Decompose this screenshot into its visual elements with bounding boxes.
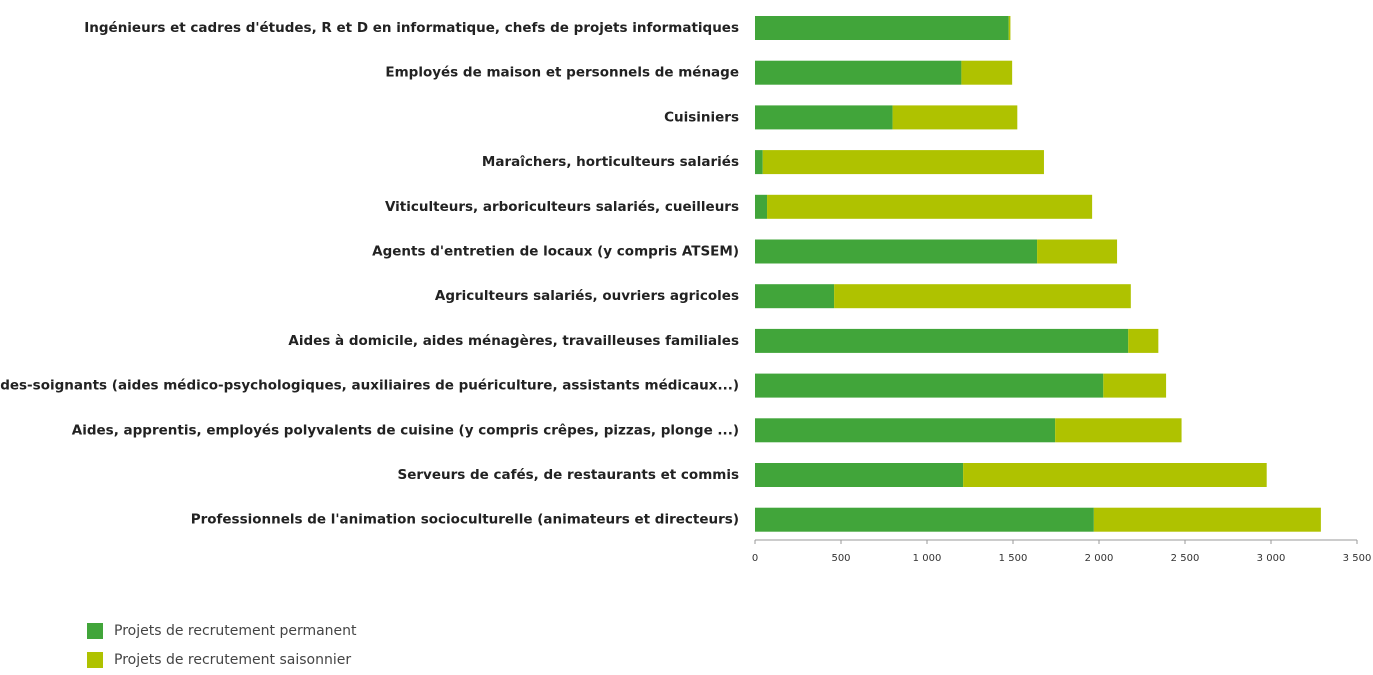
x-tick-label: 3 000: [1257, 553, 1286, 564]
category-label: Professionnels de l'animation sociocultu…: [191, 512, 739, 528]
x-tick-label: 0: [752, 553, 758, 564]
x-tick-label: 1 000: [913, 553, 942, 564]
bar-segment: [755, 239, 1038, 264]
bar-segment: [755, 284, 835, 309]
bar-segment: [1008, 16, 1011, 40]
legend-swatch: [87, 652, 103, 668]
legend-label: Projets de recrutement permanent: [114, 623, 357, 639]
x-tick-label: 3 500: [1343, 553, 1372, 564]
bar-segment: [755, 194, 768, 219]
category-label: Agents d'entretien de locaux (y compris …: [372, 244, 739, 260]
bar-segment: [1103, 373, 1167, 398]
bar-segment: [755, 328, 1129, 353]
bar-segment: [755, 150, 763, 175]
bar-segment: [755, 60, 962, 85]
category-label: Agriculteurs salariés, ouvriers agricole…: [435, 288, 739, 304]
bar-segment: [1128, 328, 1159, 353]
bar-segment: [755, 16, 1009, 40]
bar-segment: [755, 418, 1056, 443]
bar-segment: [755, 373, 1104, 398]
category-label: Aides à domicile, aides ménagères, trava…: [288, 333, 739, 349]
bar-segment: [767, 194, 1093, 219]
bar-segment: [1093, 507, 1321, 532]
x-tick-label: 2 000: [1085, 553, 1114, 564]
bar-segment: [755, 105, 893, 130]
category-label: Maraîchers, horticulteurs salariés: [482, 154, 739, 170]
category-label: Cuisiniers: [664, 109, 739, 125]
category-label: Viticulteurs, arboriculteurs salariés, c…: [385, 199, 739, 215]
bar-segment: [834, 284, 1131, 309]
category-label: Ingénieurs et cadres d'études, R et D en…: [84, 20, 739, 36]
bar-segment: [755, 507, 1094, 532]
bar-segment: [755, 463, 964, 487]
category-label: Aides, apprentis, employés polyvalents d…: [72, 422, 739, 438]
legend-swatch: [87, 623, 103, 639]
legend-label: Projets de recrutement saisonnier: [114, 652, 351, 668]
bar-segment: [892, 105, 1018, 130]
bar-segment: [762, 150, 1044, 175]
category-label: Employés de maison et personnels de ména…: [385, 65, 739, 81]
bar-segment: [963, 463, 1267, 487]
category-label: Aides-soignants (aides médico-psychologi…: [0, 378, 739, 394]
category-label: Serveurs de cafés, de restaurants et com…: [397, 467, 739, 483]
bar-segment: [1037, 239, 1118, 264]
x-tick-label: 500: [831, 553, 850, 564]
x-tick-label: 1 500: [999, 553, 1028, 564]
bar-segment: [961, 60, 1013, 85]
bar-segment: [1055, 418, 1182, 443]
x-tick-label: 2 500: [1171, 553, 1200, 564]
